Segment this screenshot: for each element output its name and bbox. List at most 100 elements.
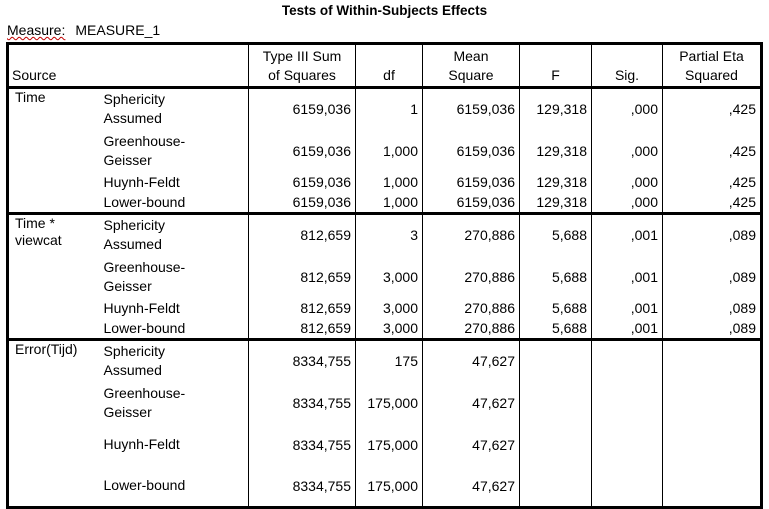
- source-label: Time: [15, 89, 46, 105]
- cell-ms: 47,627: [422, 465, 520, 509]
- header-eta-line2: Squared: [685, 67, 738, 83]
- cell-f: [519, 423, 592, 466]
- cell-eta: ,089: [662, 213, 762, 256]
- cell-eta: [662, 465, 762, 509]
- table-row: Huynh-Feldt 812,659 3,000 270,886 5,688,001,…: [8, 297, 762, 319]
- cell-ms: 6159,036: [422, 171, 520, 193]
- cell-sig: ,000: [591, 129, 663, 172]
- correction-label: Geisser: [103, 403, 152, 420]
- cell-ss: 812,659: [248, 213, 356, 256]
- cell-df: 3,000: [355, 255, 423, 298]
- cell-sig: ,000: [591, 87, 663, 130]
- correction-cell: Huynh-Feldt: [101, 172, 249, 193]
- correction-label: Huynh-Feldt: [103, 173, 180, 190]
- table-row: Huynh-Feldt 8334,755 175,000 47,627: [8, 423, 762, 466]
- cell-df: 175: [355, 339, 423, 382]
- table-row: Lower-bound 812,659 3,000 270,886 5,688,001,…: [8, 318, 762, 341]
- correction-label: Greenhouse-: [103, 132, 186, 149]
- cell-eta: ,425: [662, 171, 762, 193]
- correction-cell: Sphericity Assumed: [101, 214, 249, 256]
- cell-df: 175,000: [355, 381, 423, 424]
- cell-ms: 47,627: [422, 423, 520, 466]
- correction-label: Geisser: [103, 151, 152, 168]
- cell-f: [519, 381, 592, 424]
- correction-label: Lower-bound: [103, 477, 186, 494]
- measure-label: Measure:: [7, 22, 66, 38]
- source-label: Error(Tijd): [15, 341, 78, 357]
- header-ms-line2: Square: [448, 67, 494, 83]
- source-label: viewcat: [15, 232, 62, 248]
- cell-ss: 8334,755: [248, 381, 356, 424]
- cell-f: 5,688: [519, 318, 592, 341]
- cell-sig: ,000: [591, 171, 663, 193]
- correction-label: Assumed: [103, 236, 162, 253]
- cell-df: 3,000: [355, 297, 423, 319]
- cell-ms: 6159,036: [422, 192, 520, 215]
- correction-cell: Lower-bound: [100, 318, 249, 341]
- cell-f: 5,688: [519, 297, 592, 319]
- cell-sig: [591, 381, 663, 424]
- cell-sig: [591, 423, 663, 466]
- correction-label: Greenhouse-: [103, 258, 186, 275]
- within-subjects-effects-table: Source Type III Sum of Squares df Mean S…: [6, 42, 763, 509]
- cell-ms: 270,886: [422, 318, 520, 341]
- measure-value: MEASURE_1: [75, 22, 161, 38]
- table-row: Greenhouse- Geisser 8334,755 175,000 47,627: [8, 381, 762, 424]
- cell-df: 1,000: [355, 129, 423, 172]
- cell-df: 1,000: [355, 171, 423, 193]
- correction-label: Assumed: [103, 110, 162, 127]
- cell-eta: ,425: [662, 192, 762, 215]
- cell-df: 3: [355, 213, 423, 256]
- correction-label: Lower-bound: [103, 193, 186, 210]
- cell-ss: 8334,755: [248, 465, 356, 509]
- cell-df: 1,000: [355, 192, 423, 215]
- cell-f: 129,318: [519, 129, 592, 172]
- cell-ss: 6159,036: [248, 192, 356, 215]
- cell-ms: 6159,036: [422, 129, 520, 172]
- table-row: Lower-bound 6159,036 1,000 6159,036 129,318,…: [8, 192, 762, 215]
- measure-line: Measure: MEASURE_1: [7, 22, 160, 38]
- cell-df: 3,000: [355, 318, 423, 341]
- cell-ss: 6159,036: [248, 129, 356, 172]
- cell-ss: 812,659: [248, 297, 356, 319]
- correction-cell: Sphericity Assumed: [101, 88, 249, 130]
- cell-f: [519, 339, 592, 382]
- table-title: Tests of Within-Subjects Effects: [281, 3, 488, 18]
- correction-cell: Huynh-Feldt: [101, 424, 249, 466]
- cell-f: [519, 465, 592, 509]
- header-row: Source Type III Sum of Squares df Mean S…: [7, 43, 762, 89]
- header-f: F: [519, 43, 592, 89]
- correction-cell: Lower-bound: [100, 465, 249, 509]
- cell-eta: ,425: [662, 129, 762, 172]
- cell-ms: 270,886: [422, 255, 520, 298]
- cell-f: 5,688: [519, 255, 592, 298]
- source-label: Time *: [15, 215, 55, 231]
- cell-eta: ,425: [662, 87, 762, 130]
- correction-label: Greenhouse-: [103, 384, 186, 401]
- correction-cell: Sphericity Assumed: [101, 340, 249, 382]
- correction-label: Huynh-Feldt: [103, 299, 180, 316]
- table-row: Time * viewcat Sphericity Assumed 812,659 3 27…: [7, 213, 762, 341]
- header-sum-of-squares: Type III Sum of Squares: [248, 43, 356, 89]
- cell-df: 1: [355, 87, 423, 130]
- cell-sig: ,001: [591, 255, 663, 298]
- correction-cell: Huynh-Feldt: [101, 298, 249, 319]
- cell-eta: [662, 423, 762, 466]
- cell-f: 129,318: [519, 87, 592, 130]
- cell-sig: [591, 465, 663, 509]
- cell-f: 129,318: [519, 171, 592, 193]
- source-cell: Error(Tijd): [7, 339, 101, 509]
- cell-eta: ,089: [662, 318, 762, 341]
- header-eta-line1: Partial Eta: [679, 48, 744, 64]
- cell-sig: [591, 339, 663, 382]
- cell-sig: ,000: [591, 192, 663, 215]
- correction-label: Sphericity: [103, 217, 165, 234]
- cell-eta: [662, 339, 762, 382]
- cell-eta: ,089: [662, 297, 762, 319]
- cell-ss: 6159,036: [248, 87, 356, 130]
- header-source: Source: [7, 43, 249, 89]
- table-body: Time Sphericity Assumed 6159,036 1 6159,036 12…: [7, 87, 762, 509]
- correction-label: Geisser: [103, 277, 152, 294]
- correction-label: Huynh-Feldt: [103, 436, 180, 452]
- cell-ss: 8334,755: [248, 339, 356, 382]
